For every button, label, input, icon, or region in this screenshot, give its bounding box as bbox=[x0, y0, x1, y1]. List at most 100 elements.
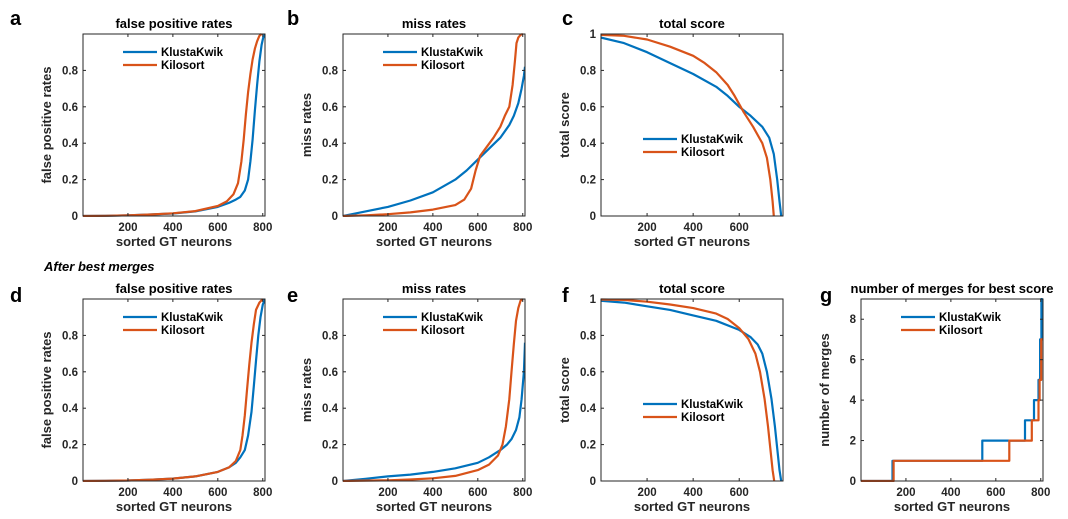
y-tick-label: 0 bbox=[72, 211, 78, 223]
series-line-kilosort bbox=[343, 33, 524, 217]
y-tick-label: 0.8 bbox=[322, 330, 339, 342]
y-tick-label: 4 bbox=[850, 395, 857, 407]
y-tick-label: 1 bbox=[590, 29, 597, 41]
chart-title: miss rates bbox=[402, 281, 466, 296]
series-line-kilosort bbox=[83, 33, 263, 217]
x-tick-label: 800 bbox=[1031, 487, 1050, 499]
series-line-kilosort bbox=[343, 298, 524, 482]
y-tick-label: 0.2 bbox=[322, 175, 338, 187]
y-axis-label: number of merges bbox=[817, 333, 832, 446]
panel-b: b miss rates 200 400 600 800 0 0.2 0.4 0.6 0.8 sort… bbox=[287, 8, 532, 249]
legend-label: Kilosort bbox=[421, 325, 465, 337]
y-axis-label: total score bbox=[557, 92, 572, 158]
panel-e: e miss rates 200 400 600 800 0 0.2 0.4 0.6 0.8 sort… bbox=[287, 281, 532, 514]
panel-c: c total score 200 400 600 0 0.2 0.4 0.6 0.8 1 sorte… bbox=[557, 8, 784, 249]
plot-frame bbox=[860, 298, 1044, 482]
x-axis-label: sorted GT neurons bbox=[894, 499, 1010, 514]
x-tick-label: 800 bbox=[513, 222, 532, 234]
y-tick-label: 6 bbox=[850, 355, 856, 367]
y-tick-label: 0.8 bbox=[580, 330, 597, 342]
series-line-klustakwik bbox=[601, 299, 783, 482]
panel-letter: c bbox=[562, 8, 573, 30]
series-line-klustakwik bbox=[601, 36, 783, 217]
chart-title: number of merges for best score bbox=[851, 281, 1054, 296]
x-axis-label: sorted GT neurons bbox=[116, 499, 232, 514]
series-group bbox=[343, 298, 525, 482]
y-tick-label: 0.6 bbox=[322, 102, 338, 114]
panel-a: a false positive rates 200 400 600 800 0 0.2 0.4… bbox=[10, 8, 272, 249]
legend-label: Kilosort bbox=[161, 60, 205, 72]
x-tick-label: 600 bbox=[468, 222, 487, 234]
legend-label: KlustaKwik bbox=[421, 312, 484, 324]
series-group bbox=[83, 298, 265, 482]
x-tick-label: 600 bbox=[730, 222, 749, 234]
x-tick-label: 200 bbox=[118, 222, 137, 234]
panel-letter: f bbox=[562, 285, 569, 307]
x-axis-label: sorted GT neurons bbox=[116, 234, 232, 249]
x-tick-label: 800 bbox=[513, 487, 532, 499]
y-tick-label: 0 bbox=[590, 211, 596, 223]
y-tick-label: 0 bbox=[590, 476, 596, 488]
legend-label: Kilosort bbox=[939, 325, 983, 337]
x-tick-label: 200 bbox=[118, 487, 137, 499]
panel-letter: d bbox=[10, 285, 22, 307]
x-tick-label: 200 bbox=[378, 222, 397, 234]
x-tick-label: 800 bbox=[253, 487, 272, 499]
legend-label: KlustaKwik bbox=[939, 312, 1002, 324]
legend-label: Kilosort bbox=[681, 412, 725, 424]
y-tick-label: 0.4 bbox=[322, 138, 339, 150]
x-tick-label: 200 bbox=[637, 487, 656, 499]
legend-label: Kilosort bbox=[681, 147, 725, 159]
panel-letter: e bbox=[287, 285, 298, 307]
y-tick-label: 0.4 bbox=[580, 403, 597, 415]
y-tick-label: 0.2 bbox=[62, 175, 78, 187]
x-axis-label: sorted GT neurons bbox=[634, 499, 750, 514]
panel-f: f total score 200 400 600 0 0.2 0.4 0.6 0.8 1 sorte… bbox=[557, 281, 784, 514]
y-tick-label: 0.6 bbox=[62, 367, 78, 379]
y-tick-label: 0.2 bbox=[322, 440, 338, 452]
y-tick-label: 0.2 bbox=[62, 440, 78, 452]
plot-frame bbox=[342, 298, 526, 482]
y-tick-label: 0.4 bbox=[322, 403, 339, 415]
y-axis-label: miss rates bbox=[299, 93, 314, 157]
y-axis-label: false positive rates bbox=[39, 66, 54, 183]
legend-label: KlustaKwik bbox=[421, 47, 484, 59]
y-tick-label: 0 bbox=[332, 211, 338, 223]
plot-frame bbox=[342, 33, 526, 217]
y-tick-label: 1 bbox=[590, 294, 597, 306]
y-tick-label: 0.6 bbox=[322, 367, 338, 379]
legend-label: KlustaKwik bbox=[681, 399, 744, 411]
y-tick-label: 0.8 bbox=[62, 65, 79, 77]
series-line-kilosort bbox=[83, 298, 264, 482]
panel-d: d false positive rates 200 400 600 800 0 0.2 0.4… bbox=[10, 281, 272, 514]
x-axis-label: sorted GT neurons bbox=[376, 234, 492, 249]
x-tick-label: 200 bbox=[637, 222, 656, 234]
chart-title: total score bbox=[659, 16, 725, 31]
x-tick-label: 400 bbox=[684, 487, 703, 499]
plot-frame bbox=[600, 33, 784, 217]
x-tick-label: 600 bbox=[208, 222, 227, 234]
chart-title: miss rates bbox=[402, 16, 466, 31]
x-tick-label: 400 bbox=[163, 487, 182, 499]
series-group bbox=[861, 298, 1043, 482]
y-tick-label: 0.4 bbox=[580, 138, 597, 150]
x-tick-label: 400 bbox=[163, 222, 182, 234]
x-tick-label: 600 bbox=[208, 487, 227, 499]
chart-title: total score bbox=[659, 281, 725, 296]
chart-title: false positive rates bbox=[115, 281, 232, 296]
legend-label: Kilosort bbox=[421, 60, 465, 72]
x-tick-label: 200 bbox=[896, 487, 915, 499]
x-axis-label: sorted GT neurons bbox=[634, 234, 750, 249]
y-axis-label: total score bbox=[557, 357, 572, 423]
legend-label: KlustaKwik bbox=[161, 47, 224, 59]
y-tick-label: 0.6 bbox=[62, 102, 78, 114]
series-group bbox=[83, 33, 265, 217]
y-tick-label: 0.6 bbox=[580, 367, 596, 379]
